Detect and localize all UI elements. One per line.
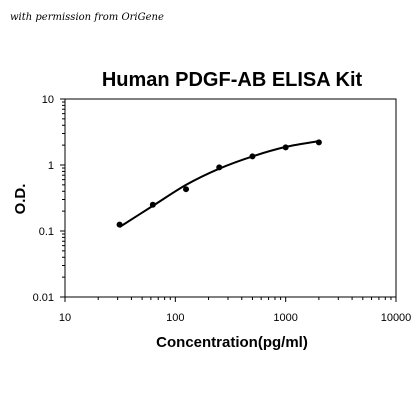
- plot-frame: [64, 98, 397, 298]
- y-tick-label: 10: [42, 94, 54, 106]
- x-tick-label: 100: [166, 312, 184, 324]
- data-points: [116, 139, 322, 228]
- x-tick-label: 10000: [381, 312, 412, 324]
- y-tick-label: 0.1: [39, 226, 54, 238]
- y-axis-label: O.D.: [12, 184, 29, 215]
- fit-curve-line: [119, 140, 320, 228]
- data-point: [216, 164, 223, 171]
- x-tick-label: 1000: [273, 312, 297, 324]
- data-point: [116, 221, 123, 228]
- x-axis-label: Concentration(pg/ml): [156, 334, 308, 351]
- chart-title: Human PDGF-AB ELISA Kit: [102, 69, 363, 91]
- x-tick-label: 10: [59, 312, 71, 324]
- data-point: [149, 201, 156, 208]
- data-point: [249, 153, 256, 160]
- y-tick-label: 0.01: [33, 292, 54, 304]
- data-point: [282, 144, 289, 151]
- y-tick-label: 1: [48, 160, 54, 172]
- x-axis: 10 100 1000 10000: [59, 297, 411, 324]
- permission-note: with permission from OriGene: [10, 12, 164, 23]
- data-point: [315, 139, 322, 146]
- y-axis: 0.01 0.1 1 10: [33, 94, 65, 304]
- data-point: [183, 186, 190, 193]
